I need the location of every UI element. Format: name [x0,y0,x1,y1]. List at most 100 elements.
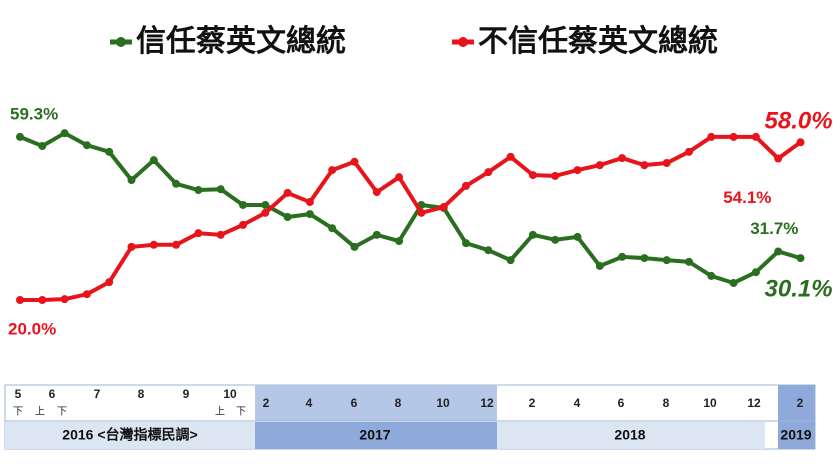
band-2017 [255,385,497,421]
data-point [662,256,671,265]
month-label: 12 [480,396,494,410]
half-label: 下 [13,407,23,418]
data-point [729,132,738,141]
data-point [216,185,225,194]
data-point [261,200,270,209]
data-point [707,271,716,280]
data-point [595,161,604,170]
data-point [172,179,181,188]
data-point [751,132,760,141]
data-point [640,161,649,170]
data-point [283,213,292,221]
data-point [506,152,515,161]
band-2017-year [255,422,497,449]
month-label: 10 [223,387,237,401]
data-point [372,188,381,197]
data-point [707,132,716,141]
data-point [618,154,627,163]
data-label: 58.0% [765,108,833,135]
half-label: 上 [215,406,225,418]
data-point [395,237,404,246]
data-point [127,242,136,251]
legend-marker [458,37,468,47]
data-point [551,171,560,180]
month-label: 6 [351,396,358,410]
month-label: 6 [618,396,625,410]
legend-marker [116,37,126,47]
data-point [774,154,783,163]
data-point [751,268,760,277]
month-label: 10 [703,396,717,410]
month-label: 6 [49,387,56,401]
data-point [595,261,604,270]
data-point [417,208,426,217]
year-label: 2016 <台灣指標民調> [62,427,197,443]
data-point [372,230,381,239]
data-label: 54.1% [723,188,771,207]
month-label: 2 [529,396,536,410]
data-label: 59.3% [10,104,58,123]
data-point [261,208,270,217]
data-point [38,296,47,304]
data-point [573,166,582,175]
data-point [395,173,404,182]
data-point [216,230,225,239]
data-point [328,166,337,175]
data-point [573,232,582,241]
data-point [305,210,314,219]
month-label: 2 [797,396,804,410]
data-point [774,247,783,256]
data-point [82,290,91,299]
data-point [484,246,493,255]
data-point [149,156,158,165]
month-label: 5 [15,387,22,401]
data-point [796,254,805,263]
data-point [662,159,671,168]
data-point [60,295,69,304]
data-point [38,142,47,151]
data-point [685,147,693,156]
month-label: 4 [574,396,581,410]
data-point [528,171,537,180]
half-label: 上 [35,406,45,418]
data-point [640,254,649,263]
data-point [105,278,114,287]
month-label: 12 [747,396,761,410]
data-point [16,132,24,141]
data-point [239,200,247,209]
band-2019 [778,385,815,449]
data-point [283,188,292,197]
data-point [729,278,738,287]
data-label: 30.1% [765,275,833,302]
half-label: 下 [57,407,67,418]
data-label: 31.7% [750,219,798,238]
data-point [551,235,560,244]
data-point [194,229,203,238]
month-label: 4 [306,396,313,410]
data-point [60,129,69,138]
month-label: 10 [436,396,450,410]
data-point [305,198,314,207]
year-label: 2019 [780,427,811,443]
month-label: 8 [663,396,670,410]
legend-label: 信任蔡英文總統 [136,24,346,58]
data-point [16,296,24,304]
data-point [439,203,448,212]
data-point [82,141,91,150]
data-point [528,230,537,239]
year-label: 2017 [359,427,390,443]
data-point [328,224,337,233]
data-point [618,252,627,261]
data-point [484,168,493,177]
data-point [506,256,515,265]
data-point [462,181,470,190]
data-point [149,240,158,249]
half-label: 下 [236,407,246,418]
month-label: 8 [395,396,402,410]
band-2018-year [497,422,765,449]
month-label: 2 [263,396,270,410]
data-point [350,242,359,251]
data-point [105,147,114,156]
data-point [172,240,181,249]
